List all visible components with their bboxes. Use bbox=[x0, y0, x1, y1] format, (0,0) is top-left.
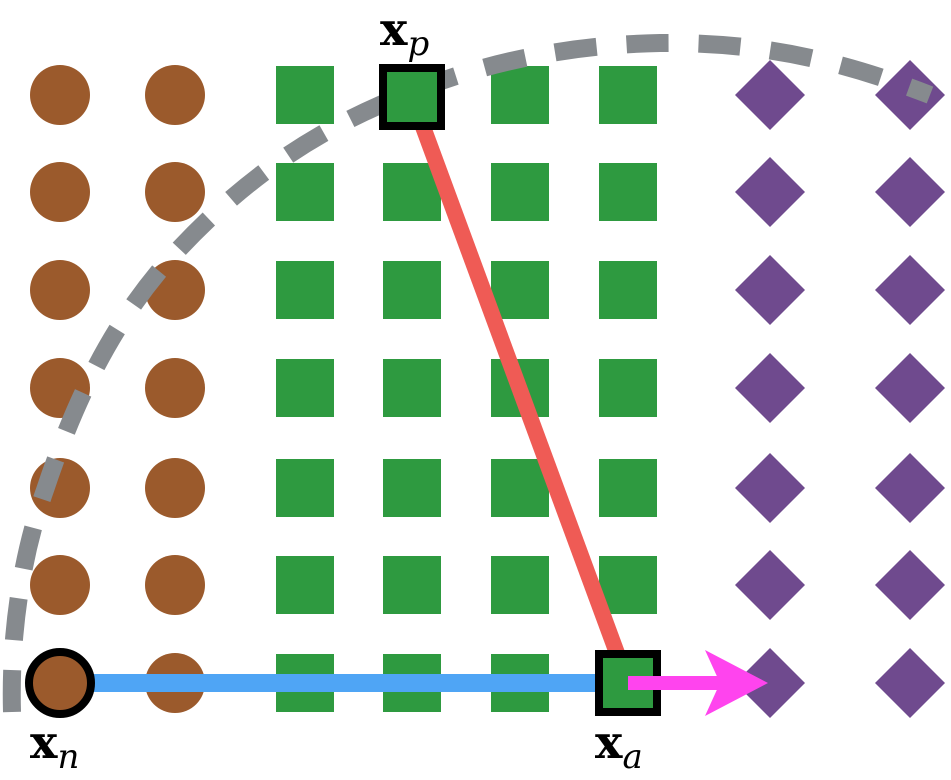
class-b-point bbox=[276, 556, 334, 614]
class-b-point bbox=[276, 359, 334, 417]
class-b-point bbox=[599, 66, 657, 124]
class-c-point bbox=[875, 453, 945, 523]
class-a-point bbox=[30, 260, 90, 320]
class-a-point bbox=[30, 162, 90, 222]
positive-label: xp bbox=[380, 2, 429, 64]
class-b-point bbox=[491, 261, 549, 319]
class-a-point bbox=[30, 555, 90, 615]
class-a-point bbox=[145, 162, 205, 222]
class-c-point bbox=[735, 255, 805, 325]
positive-sample bbox=[379, 64, 445, 130]
class-a-point bbox=[145, 65, 205, 125]
class-c-point bbox=[875, 255, 945, 325]
class-c-point bbox=[735, 648, 805, 718]
class-a-point bbox=[145, 555, 205, 615]
anchor-label: xa bbox=[595, 715, 643, 777]
class-b-point bbox=[599, 556, 657, 614]
class-b-point bbox=[383, 359, 441, 417]
class-c-point bbox=[875, 353, 945, 423]
class-b-point bbox=[276, 459, 334, 517]
gradient-arrow-head bbox=[705, 650, 768, 716]
class-c-point bbox=[875, 648, 945, 718]
negative-label: xn bbox=[30, 715, 79, 777]
negative-sample bbox=[25, 648, 95, 718]
class-a-point bbox=[145, 458, 205, 518]
class-b-point bbox=[383, 556, 441, 614]
class-b-point bbox=[491, 459, 549, 517]
class-b-point bbox=[491, 163, 549, 221]
class-b-point bbox=[276, 66, 334, 124]
class-c-point bbox=[735, 157, 805, 227]
class-b-point bbox=[276, 163, 334, 221]
class-b-point bbox=[599, 261, 657, 319]
class-c-point bbox=[735, 60, 805, 130]
class-c-point bbox=[875, 157, 945, 227]
class-b-point bbox=[383, 163, 441, 221]
class-b-point bbox=[491, 556, 549, 614]
class-b-point bbox=[491, 66, 549, 124]
class-b-point bbox=[383, 459, 441, 517]
positive-distance bbox=[404, 94, 636, 686]
decision-boundary bbox=[2, 33, 934, 713]
class-b-point bbox=[599, 459, 657, 517]
class-a-point bbox=[30, 65, 90, 125]
class-c-point bbox=[735, 550, 805, 620]
class-b-point bbox=[276, 261, 334, 319]
class-c-point bbox=[875, 550, 945, 620]
class-b-point bbox=[599, 359, 657, 417]
class-b-point bbox=[383, 261, 441, 319]
class-b-point bbox=[599, 163, 657, 221]
class-a-point bbox=[145, 358, 205, 418]
points bbox=[30, 60, 945, 718]
class-c-point bbox=[735, 453, 805, 523]
class-c-point bbox=[735, 353, 805, 423]
